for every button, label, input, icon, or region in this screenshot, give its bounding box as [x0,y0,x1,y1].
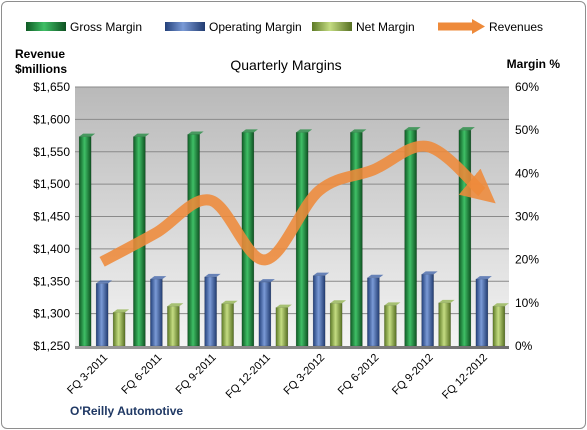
right-tick-label: 50% [515,123,539,137]
revenues-line [99,140,496,267]
category-label: FQ 3-2012 [282,352,328,398]
right-tick-label: 10% [515,296,539,310]
net-margin-bar [112,312,126,347]
net-margin-bar [167,306,180,347]
category-axis-ticks: FQ 3-2011 FQ 6-2011 FQ 9-2011 FQ 12-2011 FQ … [65,352,490,402]
left-axis-ticks: $1,250 $1,300 $1,350 $1,400 $1,450 $1,500 $1,5… [33,80,70,353]
right-tick-label: 0% [515,339,533,353]
gross-margin-bar-top [79,133,96,137]
operating-margin-bar [421,274,434,347]
right-axis-title: Margin % [507,57,561,71]
gross-margin-bar-top [350,129,367,133]
left-axis-title-line1: Revenue [15,47,65,61]
net-margin-bar-top [492,303,509,307]
gross-margin-bar [295,132,309,347]
net-margin-bar-top [113,309,130,313]
net-margin-bar-top [384,302,401,306]
left-tick-label: $1,250 [33,339,70,353]
left-tick-label: $1,400 [33,242,70,256]
net-margin-bar-top [438,299,455,303]
left-tick-label: $1,350 [33,274,70,288]
operating-margin-bar [95,283,109,347]
operating-margin-bar [475,278,489,347]
left-tick-label: $1,650 [33,80,70,94]
revenues-legend-arrow [472,19,485,34]
left-tick-label: $1,500 [33,177,70,191]
net-margin-bar-top [330,300,347,304]
net-margin-bar [329,303,343,347]
operating-margin-legend-swatch [165,22,205,31]
operating-margin-bar [150,278,163,347]
operating-margin-bar-top [313,272,330,276]
net-margin-bar-top [275,304,292,308]
right-tick-label: 30% [515,210,539,224]
plot-floor [75,346,509,349]
net-margin-bar [275,307,289,347]
revenues-legend-label: Revenues [489,20,543,34]
gross-margin-bar [350,132,363,347]
legend: Gross Margin Operating Margin Net Margin Re… [26,19,543,34]
operating-margin-bar-top [421,271,438,275]
right-tick-label: 20% [515,253,539,267]
operating-margin-bar [367,277,380,347]
source-label: O'Reilly Automotive [70,404,183,418]
right-tick-label: 40% [515,166,539,180]
operating-margin-bar [312,275,326,347]
gridlines [75,86,509,315]
left-tick-label: $1,550 [33,145,70,159]
net-margin-bar [384,305,397,347]
right-tick-label: 60% [515,80,539,94]
operating-margin-bar [258,281,272,347]
gross-margin-bar-top [187,131,204,135]
chart-title: Quarterly Margins [230,57,341,73]
left-axis-title-line2: $millions [15,62,67,76]
category-label: FQ 3-2011 [65,352,110,397]
right-axis-ticks: 0% 10% 20% 30% 40% 50% 60% [515,80,539,353]
net-margin-bar [438,302,451,347]
net-margin-legend-label: Net Margin [356,20,415,34]
gross-margin-bar [187,134,200,347]
revenue-line-group [99,140,496,267]
gross-margin-bar-top [458,127,475,131]
net-margin-bar-top [167,303,184,307]
gross-margin-bar-top [241,129,258,133]
net-margin-bar-top [221,300,238,304]
operating-margin-bar-top [96,280,113,284]
net-margin-legend-swatch [312,22,352,31]
operating-margin-bar-top [367,274,384,278]
gross-margin-bar-top [133,133,150,137]
left-tick-label: $1,600 [33,112,70,126]
gross-margin-legend-swatch [26,22,66,31]
operating-margin-bar-top [258,279,275,283]
operating-margin-legend-label: Operating Margin [209,20,302,34]
left-tick-label: $1,300 [33,307,70,321]
operating-margin-bar-top [475,276,492,280]
category-label: FQ 9-2011 [174,352,219,397]
gross-margin-bar-top [296,129,313,133]
net-margin-bar [221,303,234,347]
category-label: FQ 6-2011 [119,352,164,397]
operating-margin-bar-top [150,276,167,280]
category-label: FQ 12-2012 [440,352,490,402]
net-margin-bar [492,306,506,347]
gross-margin-bar-top [404,127,421,131]
category-label: FQ 9-2012 [390,352,436,398]
operating-margin-bar-top [204,273,221,277]
gross-margin-bar [404,129,417,347]
operating-margin-bar [204,276,217,347]
gross-margin-bar [458,129,472,347]
category-label: FQ 12-2011 [224,352,273,401]
gross-margin-legend-label: Gross Margin [70,20,142,34]
left-tick-label: $1,450 [33,210,70,224]
category-label: FQ 6-2012 [336,352,382,398]
gross-margin-bar [78,136,92,347]
